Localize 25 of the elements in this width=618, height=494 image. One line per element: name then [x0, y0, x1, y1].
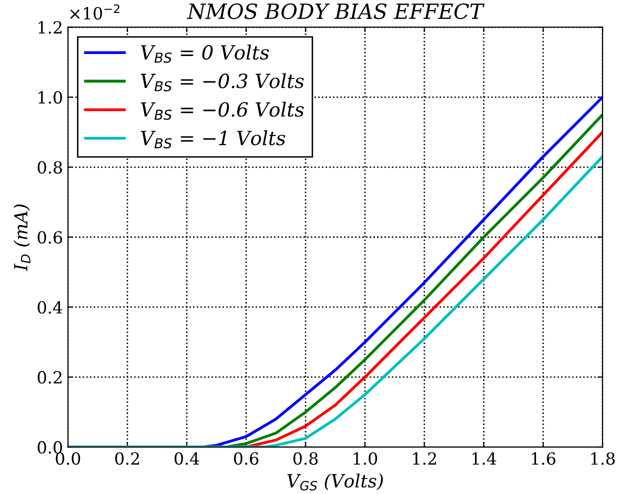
x-tick-label: 1.4 [472, 452, 496, 465]
y-tick-label: 0.4 [38, 301, 62, 314]
y-tick-label: 0.6 [38, 231, 62, 244]
legend-label: V$_{BS}$ = −1 Volts [140, 130, 286, 148]
x-axis-title: V$_{GS}$ (Volts) [287, 474, 383, 490]
y-tick-label: 0.0 [38, 441, 62, 454]
y-tick-label: 1.2 [38, 21, 62, 34]
text: ×10$^{−2}$ [70, 4, 120, 20]
legend-label: V$_{BS}$ = −0.6 Volts [140, 102, 304, 120]
legend-label: V$_{BS}$ = −0.3 Volts [140, 73, 304, 92]
x-tick-label: 0.0 [56, 452, 80, 465]
y-tick-label: 0.2 [38, 371, 62, 384]
x-tick-label: 1.2 [413, 452, 436, 465]
legend-label: V$_{BS}$ = 0 Volts [140, 44, 269, 63]
x-tick-label: 0.2 [115, 452, 139, 465]
y-tick-label: 1.0 [38, 91, 62, 104]
x-tick-label: 1.8 [591, 452, 615, 465]
x-tick-label: 1.0 [354, 452, 378, 465]
y-tick-label: 0.8 [38, 161, 62, 174]
x-tick-label: 1.6 [532, 452, 556, 465]
x-tick-label: 0.8 [293, 452, 318, 465]
x-tick-label: 0.6 [234, 452, 258, 465]
y-axis-title: I$_{D}$ (mA) [14, 204, 30, 272]
x-tick-label: 0.4 [174, 452, 200, 465]
chart-title: NMOS BODY BIAS EFFECT [186, 3, 485, 20]
